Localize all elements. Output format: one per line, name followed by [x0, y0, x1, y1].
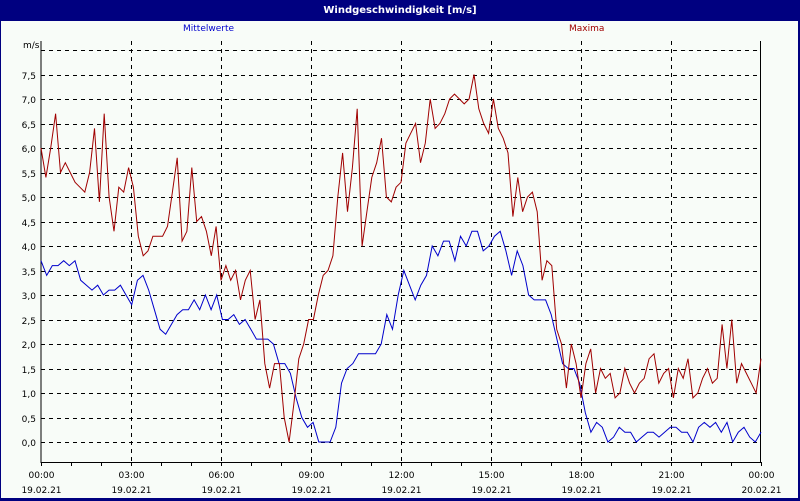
x-tick-time: 06:00 [209, 471, 235, 481]
series-mean-line [40, 230, 762, 444]
y-tick-label: 0,5 [22, 415, 36, 425]
x-tick-time: 09:00 [299, 471, 325, 481]
legend-max: Maxima [569, 24, 605, 34]
y-tick-label: 0,0 [22, 439, 37, 449]
x-tick-date: 19.02.21 [111, 486, 151, 496]
x-tick-date: 20.02.21 [741, 486, 781, 496]
x-tick-date: 19.02.21 [381, 486, 421, 496]
x-tick-time: 18:00 [569, 471, 595, 481]
x-tick-date: 19.02.21 [561, 486, 601, 496]
series-max-line [40, 74, 762, 443]
y-tick-label: 5,0 [22, 194, 37, 204]
y-tick-label: 6,0 [22, 145, 37, 155]
y-axis-unit: m/s [23, 41, 40, 51]
y-tick-label: 3,0 [22, 292, 37, 302]
x-tick-time: 21:00 [659, 471, 685, 481]
x-tick-time: 12:00 [389, 471, 415, 481]
x-tick-time: 15:00 [479, 471, 505, 481]
title-bar: Windgeschwindigkeit [m/s] [1, 1, 799, 21]
grid-lines [41, 41, 762, 466]
x-tick-time: 00:00 [749, 471, 775, 481]
y-tick-label: 1,0 [22, 390, 37, 400]
y-tick-label: 4,5 [22, 219, 36, 229]
y-tick-label: 5,5 [22, 170, 36, 180]
y-tick-label: 7,0 [22, 96, 37, 106]
y-tick-label: 2,0 [22, 341, 37, 351]
x-tick-date: 19.02.21 [471, 486, 511, 496]
legend-mean: Mittelwerte [183, 24, 235, 34]
y-tick-label: 4,0 [22, 243, 37, 253]
y-tick-label: 2,5 [22, 317, 36, 327]
x-tick-date: 19.02.21 [291, 486, 331, 496]
y-axis-labels: 0,0 0,5 1,0 1,5 2,0 2,5 3,0 3,5 4,0 4,5 5,0 5,5 6,0 6… [22, 72, 37, 449]
y-tick-label: 7,5 [22, 72, 36, 82]
y-tick-label: 1,5 [22, 366, 36, 376]
x-tick-time: 00:00 [29, 471, 55, 481]
y-tick-label: 6,5 [22, 121, 36, 131]
x-axis-labels: 00:00 19.02.21 03:00 19.02.21 06:00 19.02.21 0… [21, 471, 781, 496]
y-tick-label: 3,5 [22, 268, 36, 278]
x-tick-date: 19.02.21 [651, 486, 691, 496]
x-tick-date: 19.02.21 [21, 486, 61, 496]
x-tick-date: 19.02.21 [201, 486, 241, 496]
x-tick-time: 03:00 [119, 471, 145, 481]
